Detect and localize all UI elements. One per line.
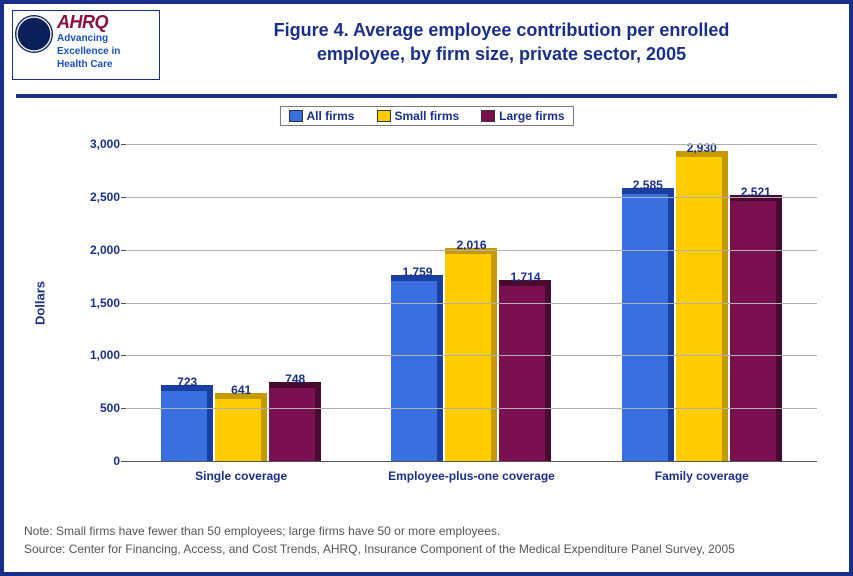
legend-item: Small firms: [376, 109, 459, 123]
bar: 723: [161, 385, 213, 461]
y-tick-mark: [121, 197, 126, 198]
legend-swatch-icon: [481, 110, 495, 122]
category-label: Single coverage: [126, 469, 356, 483]
legend-label: Large firms: [499, 109, 564, 123]
y-tick-mark: [121, 408, 126, 409]
gridline: [126, 303, 817, 304]
ahrq-logo-text: AHRQ: [57, 13, 120, 31]
bar: 2,521: [730, 195, 782, 461]
gridline: [126, 355, 817, 356]
y-tick-mark: [121, 461, 126, 462]
y-tick-mark: [121, 144, 126, 145]
title-line-2: employee, by firm size, private sector, …: [317, 44, 686, 64]
bar-value-label: 723: [177, 375, 197, 389]
legend-swatch-icon: [376, 110, 390, 122]
bar: 641: [215, 393, 267, 461]
y-axis-label: Dollars: [33, 281, 48, 325]
bar-value-label: 1,759: [402, 265, 432, 279]
category-label: Employee-plus-one coverage: [356, 469, 586, 483]
ahrq-tagline-1: Advancing: [57, 33, 120, 44]
category-label: Family coverage: [587, 469, 817, 483]
bar-value-label: 748: [285, 372, 305, 386]
title-line-1: Figure 4. Average employee contribution …: [274, 20, 730, 40]
footnotes: Note: Small firms have fewer than 50 emp…: [24, 522, 829, 558]
legend-label: Small firms: [394, 109, 459, 123]
bar: 2,930: [676, 151, 728, 461]
source-text: Source: Center for Financing, Access, an…: [24, 540, 829, 558]
y-tick-mark: [121, 250, 126, 251]
legend: All firms Small firms Large firms: [279, 106, 573, 126]
header: AHRQ Advancing Excellence in Health Care…: [4, 4, 849, 92]
bar-value-label: 641: [231, 383, 251, 397]
legend-item: Large firms: [481, 109, 564, 123]
gridline: [126, 197, 817, 198]
ahrq-tagline-3: Health Care: [57, 59, 120, 70]
bar-value-label: 1,714: [510, 270, 540, 284]
header-rule: [16, 94, 837, 98]
y-tick-mark: [121, 303, 126, 304]
figure-title: Figure 4. Average employee contribution …: [174, 18, 829, 67]
gridline: [126, 408, 817, 409]
note-text: Note: Small firms have fewer than 50 emp…: [24, 522, 829, 540]
legend-swatch-icon: [288, 110, 302, 122]
legend-item: All firms: [288, 109, 354, 123]
legend-label: All firms: [306, 109, 354, 123]
bar-value-label: 2,585: [633, 178, 663, 192]
chart-area: All firmsSmall firmsLarge firms Dollars …: [16, 104, 837, 502]
hhs-seal-icon: [15, 15, 53, 53]
figure-frame: AHRQ Advancing Excellence in Health Care…: [0, 0, 853, 576]
plot-region: 723641748Single coverage1,7592,0161,714E…: [126, 144, 817, 462]
gridline: [126, 144, 817, 145]
ahrq-tagline-2: Excellence in: [57, 46, 120, 57]
gridline: [126, 250, 817, 251]
logo-block: AHRQ Advancing Excellence in Health Care: [12, 10, 160, 80]
bar: 2,585: [622, 188, 674, 461]
ahrq-brand: AHRQ Advancing Excellence in Health Care: [57, 13, 120, 77]
bar: 748: [269, 382, 321, 461]
bar: 1,714: [499, 280, 551, 461]
y-tick-mark: [121, 355, 126, 356]
